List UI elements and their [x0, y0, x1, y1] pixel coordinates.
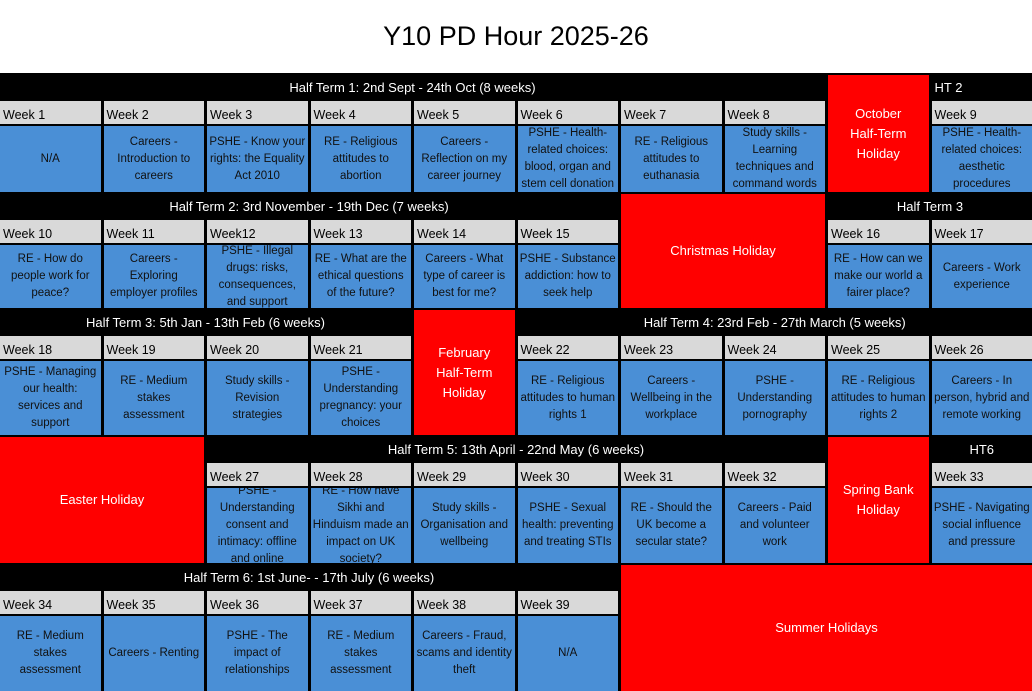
week-topic-cell: Careers - What type of career is best fo…: [414, 245, 515, 308]
week-label: Week 32: [724, 463, 825, 486]
week-topic-cell: RE - Religious attitudes to human rights…: [517, 361, 618, 435]
ht6-short-header: HT6: [931, 437, 1032, 461]
week-topic-cell: RE - How do people work for peace?: [0, 245, 101, 308]
week-topic-cell: RE - How can we make our world a fairer …: [828, 245, 929, 308]
week-label: Week 35: [103, 591, 204, 614]
october-holiday-cell: October Half-Term Holiday: [828, 75, 929, 192]
week-label: Week 4: [310, 101, 411, 124]
week-topic-cell: Study skills - Revision strategies: [207, 361, 308, 435]
week-topic-cell: RE - Religious attitudes to abortion: [310, 126, 411, 192]
week-topic-cell: RE - Should the UK become a secular stat…: [621, 488, 722, 563]
week-label: Week 11: [103, 220, 204, 243]
week-topic-cell: PSHE - Health-related choices: blood, or…: [517, 126, 618, 192]
week-topic-cell: RE - Religious attitudes to euthanasia: [621, 126, 722, 192]
week-label: Week 9: [931, 101, 1032, 124]
spring-bank-holiday-cell: Spring Bank Holiday: [828, 437, 929, 563]
week-topic-cell: PSHE - Substance addiction: how to seek …: [517, 245, 618, 308]
ht3-short-header: Half Term 3: [828, 194, 1032, 218]
week-topic-cell: RE - Medium stakes assessment: [103, 361, 204, 435]
week-topic-cell: PSHE - Understanding consent and intimac…: [207, 488, 308, 563]
week-topic-cell: Careers - Introduction to careers: [103, 126, 204, 192]
week-topic-cell: Careers - Paid and volunteer work: [724, 488, 825, 563]
week-label: Week 26: [931, 336, 1032, 359]
week-label: Week 30: [517, 463, 618, 486]
week-topic-cell: Careers - Renting: [103, 616, 204, 691]
week-topic-cell: PSHE - Understanding pregnancy: your cho…: [310, 361, 411, 435]
half-term-6-header: Half Term 6: 1st June- - 17th July (6 we…: [0, 565, 618, 589]
week-topic-cell: Careers - In person, hybrid and remote w…: [931, 361, 1032, 435]
week-topic-cell: PSHE - Understanding pornography: [724, 361, 825, 435]
week-topic-cell: RE - Religious attitudes to human rights…: [828, 361, 929, 435]
easter-holiday-cell: Easter Holiday: [0, 437, 204, 563]
summer-holiday-cell: Summer Holidays: [621, 565, 1032, 691]
week-topic-cell: PSHE - Sexual health: preventing and tre…: [517, 488, 618, 563]
week-label: Week 8: [724, 101, 825, 124]
week-topic-cell: PSHE - Illegal drugs: risks, consequence…: [207, 245, 308, 308]
week-topic-cell: RE - What are the ethical questions of t…: [310, 245, 411, 308]
week-label: Week 37: [310, 591, 411, 614]
week-topic-cell: Study skills - Learning techniques and c…: [724, 126, 825, 192]
week-topic-cell: Careers - Fraud, scams and identity thef…: [414, 616, 515, 691]
week-label: Week 14: [414, 220, 515, 243]
week-label: Week 38: [414, 591, 515, 614]
week-label: Week 31: [621, 463, 722, 486]
week-topic-cell: N/A: [517, 616, 618, 691]
week-label: Week 34: [0, 591, 101, 614]
week-label: Week 18: [0, 336, 101, 359]
week-topic-cell: RE - How have Sikhi and Hinduism made an…: [310, 488, 411, 563]
ht2-short-header: HT 2: [931, 75, 1032, 99]
half-term-5-header: Half Term 5: 13th April - 22nd May (6 we…: [207, 437, 825, 461]
week-label: Week 7: [621, 101, 722, 124]
week-topic-cell: PSHE - Health-related choices: aesthetic…: [931, 126, 1032, 192]
week-label: Week 39: [517, 591, 618, 614]
week-topic-cell: Careers - Wellbeing in the workplace: [621, 361, 722, 435]
february-holiday-cell: February Half-Term Holiday: [414, 310, 515, 435]
half-term-4-header: Half Term 4: 23rd Feb - 27th March (5 we…: [517, 310, 1032, 334]
week-label: Week 33: [931, 463, 1032, 486]
half-term-1-header: Half Term 1: 2nd Sept - 24th Oct (8 week…: [0, 75, 825, 99]
week-label: Week 20: [207, 336, 308, 359]
week-topic-cell: RE - Medium stakes assessment: [310, 616, 411, 691]
week-label: Week 22: [517, 336, 618, 359]
week-topic-cell: N/A: [0, 126, 101, 192]
week-label: Week 5: [414, 101, 515, 124]
week-label: Week 29: [414, 463, 515, 486]
week-label: Week 15: [517, 220, 618, 243]
week-label: Week 19: [103, 336, 204, 359]
half-term-2-header: Half Term 2: 3rd November - 19th Dec (7 …: [0, 194, 618, 218]
week-label: Week 28: [310, 463, 411, 486]
week-label: Week 27: [207, 463, 308, 486]
week-topic-cell: RE - Medium stakes assessment: [0, 616, 101, 691]
week-topic-cell: PSHE - Navigating social influence and p…: [931, 488, 1032, 563]
week-topic-cell: PSHE - Managing our health: services and…: [0, 361, 101, 435]
page-title: Y10 PD Hour 2025-26: [0, 0, 1032, 73]
week-topic-cell: PSHE - Know your rights: the Equality Ac…: [207, 126, 308, 192]
week-label: Week 10: [0, 220, 101, 243]
week-label: Week 21: [310, 336, 411, 359]
week-topic-cell: Study skills - Organisation and wellbein…: [414, 488, 515, 563]
week-topic-cell: PSHE - The impact of relationships: [207, 616, 308, 691]
week-topic-cell: Careers - Exploring employer profiles: [103, 245, 204, 308]
week-topic-cell: Careers - Work experience: [931, 245, 1032, 308]
week-label: Week 6: [517, 101, 618, 124]
week-label: Week 3: [207, 101, 308, 124]
week-label: Week12: [207, 220, 308, 243]
half-term-3-header: Half Term 3: 5th Jan - 13th Feb (6 weeks…: [0, 310, 411, 334]
week-label: Week 16: [828, 220, 929, 243]
week-label: Week 13: [310, 220, 411, 243]
week-label: Week 1: [0, 101, 101, 124]
week-label: Week 25: [828, 336, 929, 359]
week-topic-cell: Careers - Reflection on my career journe…: [414, 126, 515, 192]
week-label: Week 36: [207, 591, 308, 614]
week-label: Week 23: [621, 336, 722, 359]
christmas-holiday-cell: Christmas Holiday: [621, 194, 825, 308]
week-label: Week 17: [931, 220, 1032, 243]
week-label: Week 2: [103, 101, 204, 124]
week-label: Week 24: [724, 336, 825, 359]
